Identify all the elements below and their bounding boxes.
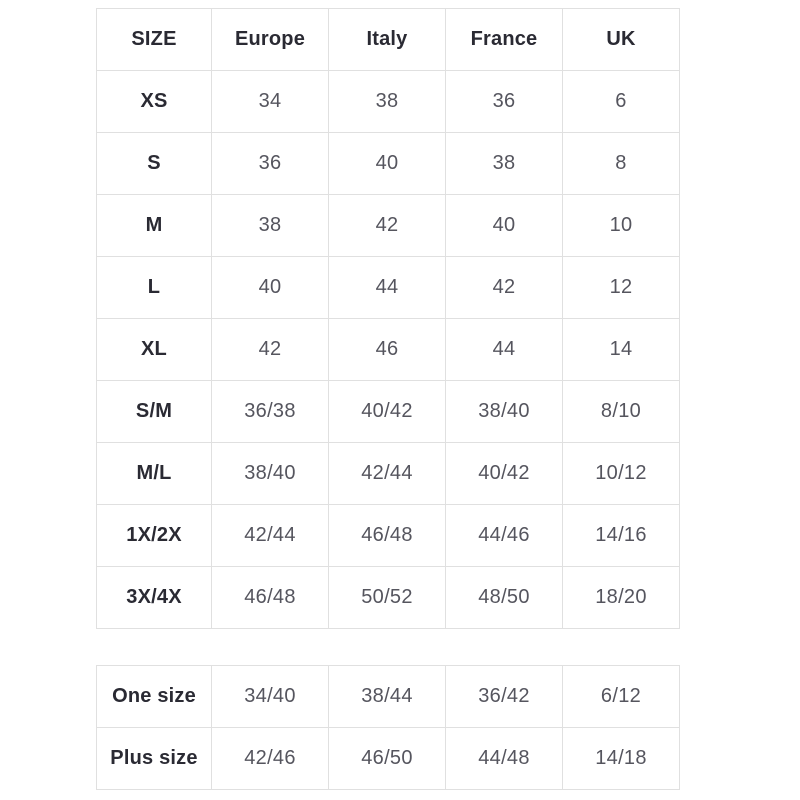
special-sizes-table: One size 34/40 38/44 36/42 6/12 Plus siz… <box>96 665 680 790</box>
cell-value: 40/42 <box>328 380 446 443</box>
cell-value: 36/38 <box>211 380 329 443</box>
cell-value: 46/48 <box>211 566 329 629</box>
cell-value: 18/20 <box>562 566 680 629</box>
cell-value: 14/16 <box>562 504 680 567</box>
table-row-3x4x: 3X/4X 46/48 50/52 48/50 18/20 <box>96 566 680 629</box>
row-label: One size <box>96 665 212 728</box>
column-header-france: France <box>445 8 563 71</box>
cell-value: 34/40 <box>211 665 329 728</box>
cell-value: 46/50 <box>328 727 446 790</box>
cell-value: 38/40 <box>211 442 329 505</box>
cell-value: 38/40 <box>445 380 563 443</box>
cell-value: 8/10 <box>562 380 680 443</box>
cell-value: 44 <box>445 318 563 381</box>
cell-value: 40/42 <box>445 442 563 505</box>
cell-value: 44 <box>328 256 446 319</box>
table-row-ml: M/L 38/40 42/44 40/42 10/12 <box>96 442 680 505</box>
table-row-sm: S/M 36/38 40/42 38/40 8/10 <box>96 380 680 443</box>
row-label: M <box>96 194 212 257</box>
row-label: L <box>96 256 212 319</box>
table-row-m: M 38 42 40 10 <box>96 194 680 257</box>
cell-value: 14 <box>562 318 680 381</box>
table-row-xs: XS 34 38 36 6 <box>96 70 680 133</box>
table-row-plus-size: Plus size 42/46 46/50 44/48 14/18 <box>96 727 680 790</box>
column-header-europe: Europe <box>211 8 329 71</box>
cell-value: 36/42 <box>445 665 563 728</box>
cell-value: 10/12 <box>562 442 680 505</box>
cell-value: 14/18 <box>562 727 680 790</box>
cell-value: 42 <box>211 318 329 381</box>
cell-value: 36 <box>445 70 563 133</box>
cell-value: 42 <box>445 256 563 319</box>
cell-value: 38 <box>445 132 563 195</box>
cell-value: 44/48 <box>445 727 563 790</box>
row-label: S/M <box>96 380 212 443</box>
cell-value: 40 <box>445 194 563 257</box>
cell-value: 8 <box>562 132 680 195</box>
cell-value: 38 <box>328 70 446 133</box>
cell-value: 12 <box>562 256 680 319</box>
row-label: Plus size <box>96 727 212 790</box>
row-label: XL <box>96 318 212 381</box>
cell-value: 34 <box>211 70 329 133</box>
table-row-xl: XL 42 46 44 14 <box>96 318 680 381</box>
column-header-italy: Italy <box>328 8 446 71</box>
row-label: M/L <box>96 442 212 505</box>
row-label: S <box>96 132 212 195</box>
cell-value: 40 <box>211 256 329 319</box>
column-header-uk: UK <box>562 8 680 71</box>
table-row-s: S 36 40 38 8 <box>96 132 680 195</box>
cell-value: 10 <box>562 194 680 257</box>
cell-value: 40 <box>328 132 446 195</box>
row-label: 3X/4X <box>96 566 212 629</box>
table-row-1x2x: 1X/2X 42/44 46/48 44/46 14/16 <box>96 504 680 567</box>
cell-value: 50/52 <box>328 566 446 629</box>
cell-value: 42 <box>328 194 446 257</box>
size-conversion-table: SIZE Europe Italy France UK XS 34 38 36 … <box>96 8 680 629</box>
row-label: XS <box>96 70 212 133</box>
table-row-one-size: One size 34/40 38/44 36/42 6/12 <box>96 665 680 728</box>
cell-value: 46 <box>328 318 446 381</box>
header-row: SIZE Europe Italy France UK <box>96 8 680 71</box>
table-row-l: L 40 44 42 12 <box>96 256 680 319</box>
cell-value: 38 <box>211 194 329 257</box>
cell-value: 46/48 <box>328 504 446 567</box>
cell-value: 42/44 <box>211 504 329 567</box>
column-header-size: SIZE <box>96 8 212 71</box>
cell-value: 6/12 <box>562 665 680 728</box>
row-label: 1X/2X <box>96 504 212 567</box>
cell-value: 48/50 <box>445 566 563 629</box>
cell-value: 42/46 <box>211 727 329 790</box>
cell-value: 6 <box>562 70 680 133</box>
cell-value: 38/44 <box>328 665 446 728</box>
cell-value: 36 <box>211 132 329 195</box>
cell-value: 42/44 <box>328 442 446 505</box>
cell-value: 44/46 <box>445 504 563 567</box>
